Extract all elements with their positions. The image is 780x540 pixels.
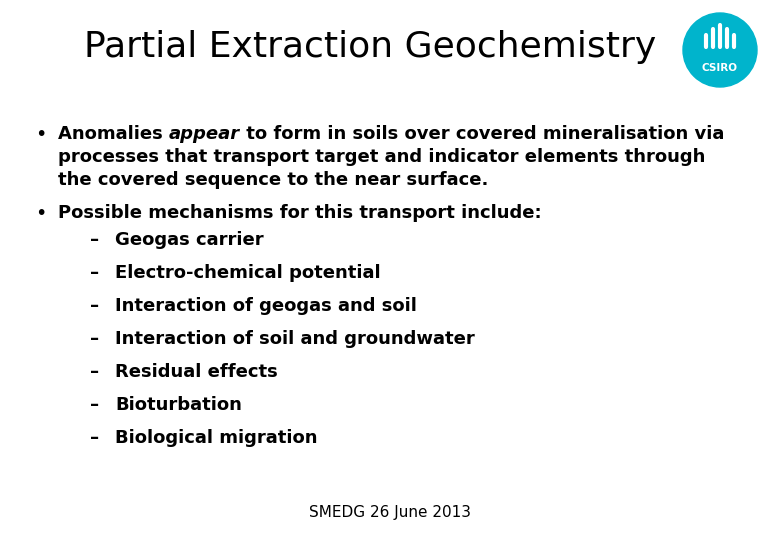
Text: processes that transport target and indicator elements through: processes that transport target and indi… [58,148,705,166]
Text: appear: appear [169,125,240,143]
Text: –: – [90,429,99,447]
Text: –: – [90,231,99,249]
Text: –: – [90,264,99,282]
Text: Interaction of geogas and soil: Interaction of geogas and soil [115,297,417,315]
Text: Biological migration: Biological migration [115,429,317,447]
Circle shape [683,13,757,87]
Text: Partial Extraction Geochemistry: Partial Extraction Geochemistry [84,30,656,64]
Text: CSIRO: CSIRO [702,63,738,73]
Text: Residual effects: Residual effects [115,363,278,381]
Text: Electro-chemical potential: Electro-chemical potential [115,264,381,282]
Text: –: – [90,297,99,315]
Text: •: • [35,204,46,223]
Text: Possible mechanisms for this transport include:: Possible mechanisms for this transport i… [58,204,541,222]
Text: the covered sequence to the near surface.: the covered sequence to the near surface… [58,171,488,189]
Text: –: – [90,396,99,414]
Text: Bioturbation: Bioturbation [115,396,242,414]
Text: –: – [90,363,99,381]
Text: Geogas carrier: Geogas carrier [115,231,264,249]
Text: to form in soils over covered mineralisation via: to form in soils over covered mineralisa… [240,125,725,143]
Text: Anomalies: Anomalies [58,125,169,143]
Text: •: • [35,125,46,144]
Text: SMEDG 26 June 2013: SMEDG 26 June 2013 [309,505,471,520]
Text: Interaction of soil and groundwater: Interaction of soil and groundwater [115,330,475,348]
Text: –: – [90,330,99,348]
